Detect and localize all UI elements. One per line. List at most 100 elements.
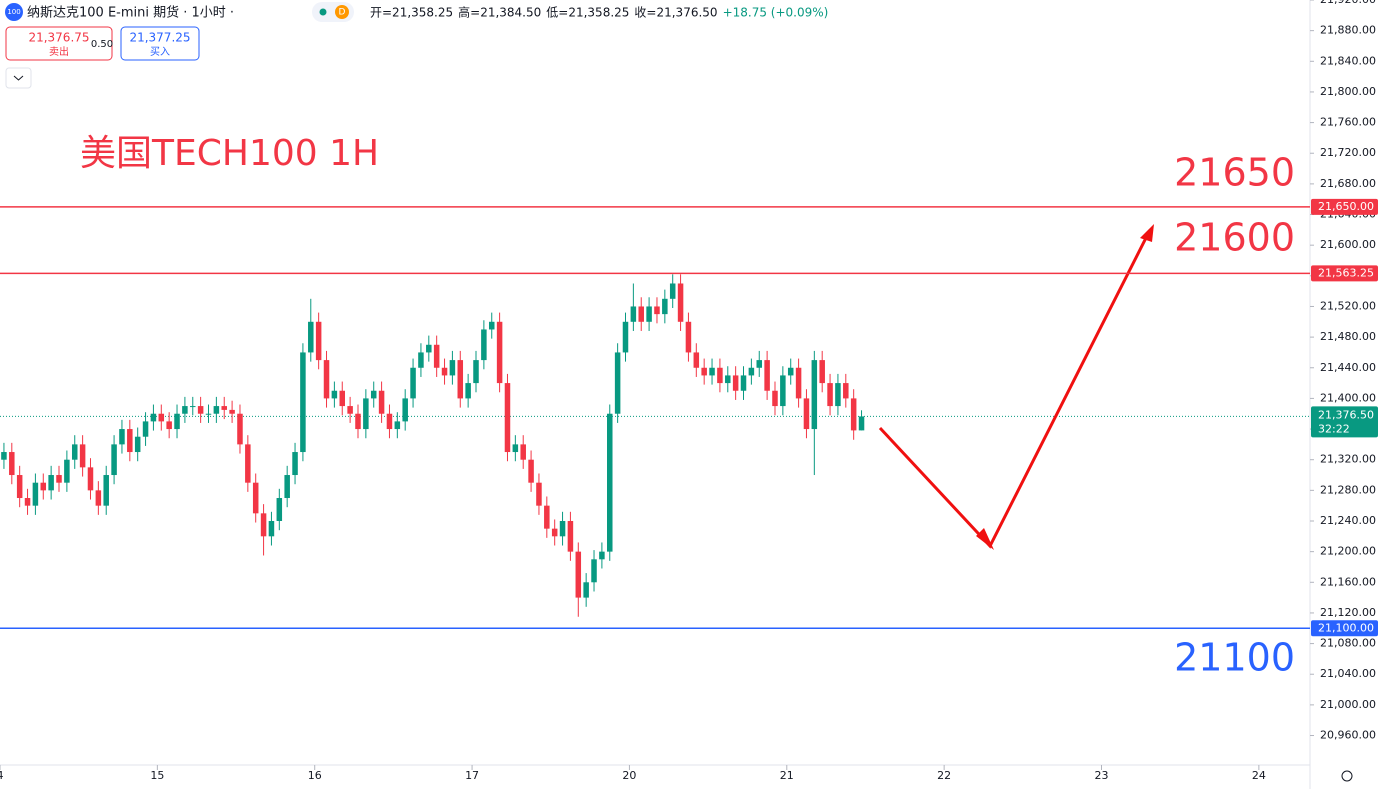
y-tick-label: 21,600.00 bbox=[1320, 238, 1376, 251]
candle-body bbox=[87, 467, 94, 491]
candle-body bbox=[64, 459, 70, 483]
buy-button[interactable] bbox=[120, 26, 200, 61]
candle-body bbox=[1, 452, 7, 460]
arrow-head bbox=[1140, 224, 1154, 242]
level-annotation: 21650 bbox=[1174, 151, 1295, 195]
candle-body bbox=[355, 413, 361, 430]
candle-body bbox=[213, 406, 220, 414]
y-tick-label: 21,920.00 bbox=[1320, 0, 1376, 6]
symbol-icon bbox=[5, 3, 23, 21]
candle-body bbox=[583, 582, 589, 598]
x-tick-label: 15 bbox=[150, 769, 164, 782]
candle-body bbox=[835, 383, 841, 407]
candle-body bbox=[418, 352, 424, 368]
y-tick-label: 21,480.00 bbox=[1320, 330, 1376, 343]
candle-body bbox=[182, 406, 188, 414]
level-label: 21,650.00 bbox=[1318, 200, 1374, 213]
ohlc-value: +18.75 (+0.09%) bbox=[723, 6, 829, 20]
candle-body bbox=[780, 375, 786, 407]
candle-body bbox=[119, 429, 125, 445]
spread: 0.50 bbox=[91, 39, 113, 50]
candle-body bbox=[16, 475, 23, 499]
candle-body bbox=[150, 413, 157, 422]
candle-body bbox=[331, 390, 338, 399]
candle-body bbox=[300, 352, 306, 453]
x-tick-label: 16 bbox=[308, 769, 322, 782]
candle-body bbox=[292, 452, 298, 476]
candle-body bbox=[142, 421, 149, 437]
level-label: 21,100.00 bbox=[1318, 621, 1374, 634]
candle-body bbox=[111, 444, 117, 476]
y-tick-label: 21,400.00 bbox=[1320, 391, 1376, 404]
candle-body bbox=[378, 390, 385, 414]
y-tick-label: 21,800.00 bbox=[1320, 85, 1376, 98]
buy-label: 买入 bbox=[150, 46, 170, 58]
candle-body bbox=[24, 498, 31, 506]
candle-body bbox=[308, 321, 314, 353]
y-tick-label: 21,440.00 bbox=[1320, 361, 1376, 374]
candle-body bbox=[858, 416, 865, 431]
status-dot bbox=[319, 8, 327, 16]
y-tick-label: 21,160.00 bbox=[1320, 575, 1376, 588]
candle-body bbox=[756, 360, 763, 368]
candle-body bbox=[787, 367, 794, 376]
level-tag bbox=[1311, 265, 1378, 282]
level-label: 21,563.25 bbox=[1318, 266, 1374, 279]
candle-body bbox=[32, 482, 39, 506]
candle-body bbox=[229, 409, 235, 414]
candle-body bbox=[402, 398, 408, 422]
sell-button[interactable] bbox=[5, 26, 113, 61]
last-price-tag bbox=[1311, 406, 1378, 438]
candle-body bbox=[740, 375, 747, 391]
y-tick-label: 21,080.00 bbox=[1320, 637, 1376, 650]
candle-body bbox=[614, 352, 621, 414]
candle-body bbox=[551, 528, 558, 537]
candle-body bbox=[386, 413, 393, 430]
y-tick-label: 21,760.00 bbox=[1320, 116, 1376, 129]
candle-body bbox=[504, 383, 511, 453]
candle-body bbox=[567, 520, 574, 552]
candle-body bbox=[158, 413, 165, 422]
symbol-title: 纳斯达克100 E-mini 期货 · 1小时 · bbox=[27, 5, 234, 21]
candle-body bbox=[819, 360, 825, 384]
y-tick-label: 21,280.00 bbox=[1320, 483, 1376, 496]
candle-body bbox=[646, 306, 652, 322]
candle-body bbox=[496, 321, 503, 384]
candle-body bbox=[56, 475, 62, 483]
candle-body bbox=[843, 383, 849, 399]
sell-price: 21,376.75 bbox=[28, 31, 89, 45]
candle-body bbox=[95, 490, 102, 506]
candle-body bbox=[481, 329, 487, 361]
candle-body bbox=[795, 367, 802, 399]
candle-body bbox=[276, 498, 283, 521]
candle-body bbox=[693, 352, 700, 368]
collapse-button[interactable] bbox=[5, 67, 32, 89]
candle-body bbox=[457, 360, 464, 399]
candle-body bbox=[370, 390, 377, 399]
candle-body bbox=[134, 436, 141, 453]
candle-body bbox=[394, 421, 401, 430]
x-tick-label: 23 bbox=[1095, 769, 1109, 782]
settings-icon[interactable] bbox=[1341, 770, 1353, 782]
candle-body bbox=[237, 413, 243, 445]
candle-body bbox=[79, 444, 86, 468]
level-annotation: 21600 bbox=[1174, 216, 1295, 260]
level-tag bbox=[1311, 198, 1378, 215]
countdown: 32:22 bbox=[1318, 422, 1350, 435]
candle-body bbox=[433, 344, 440, 368]
candle-body bbox=[347, 406, 353, 414]
candle-body bbox=[536, 482, 542, 506]
plot bbox=[0, 274, 1310, 617]
candle-body bbox=[245, 444, 251, 483]
candle-body bbox=[205, 413, 212, 415]
candle-body bbox=[284, 475, 290, 499]
level-tag bbox=[1311, 620, 1378, 637]
candle-body bbox=[260, 513, 267, 537]
candle-body bbox=[426, 344, 432, 353]
y-tick-label: 21,000.00 bbox=[1320, 698, 1376, 711]
x-tick-label: 4 bbox=[0, 769, 4, 782]
candle-body bbox=[607, 413, 613, 552]
y-tick-label: 21,520.00 bbox=[1320, 299, 1376, 312]
